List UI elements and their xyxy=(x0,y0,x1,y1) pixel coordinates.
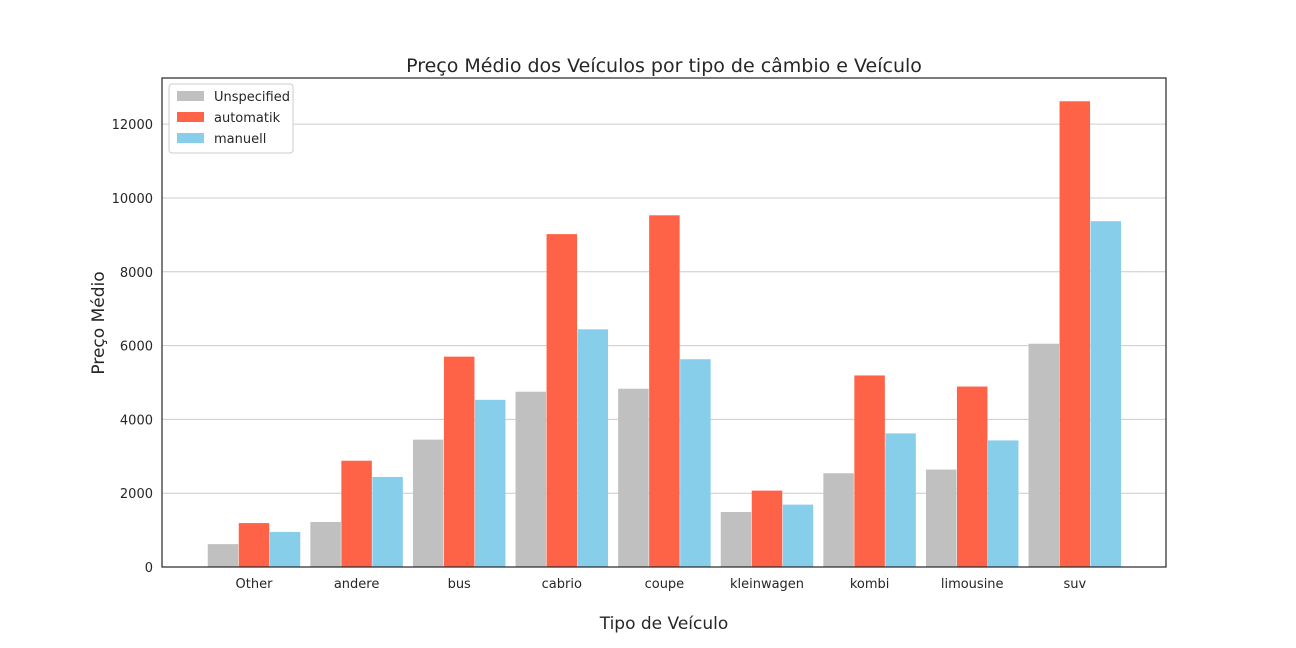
bar-manuell-limousine xyxy=(987,440,1019,567)
legend-swatch-automatik xyxy=(177,112,204,122)
y-tick-labels: 0 2000 4000 6000 8000 10000 12000 xyxy=(112,118,153,576)
bar-unspecified-cabrio xyxy=(515,391,547,567)
bar-automatik-kombi xyxy=(854,375,885,567)
legend-swatch-manuell xyxy=(177,133,204,143)
y-tick-label: 0 xyxy=(145,561,153,576)
bar-unspecified-kleinwagen xyxy=(720,512,752,567)
legend-label-manuell: manuell xyxy=(214,132,266,147)
legend-label-unspecified: Unspecified xyxy=(214,90,290,105)
x-tick-label: Other xyxy=(236,577,274,592)
bar-unspecified-bus xyxy=(412,439,444,567)
bar-automatik-suv xyxy=(1059,101,1091,568)
bar-automatik-cabrio xyxy=(546,234,578,567)
bar-manuell-kleinwagen xyxy=(782,504,814,567)
bar-unspecified-limousine xyxy=(925,469,957,567)
y-tick-label: 8000 xyxy=(120,266,153,281)
y-axis-title: Preço Médio xyxy=(89,271,109,374)
legend-swatch-unspecified xyxy=(177,91,204,101)
bar-unspecified-kombi xyxy=(823,473,854,567)
bars xyxy=(207,101,1122,568)
bar-automatik-andere xyxy=(341,460,372,567)
y-tick-label: 2000 xyxy=(120,487,153,502)
x-tick-label: cabrio xyxy=(542,577,582,592)
bar-unspecified-other xyxy=(207,544,239,567)
bar-automatik-bus xyxy=(443,356,475,567)
bar-automatik-limousine xyxy=(956,386,988,567)
bar-automatik-other xyxy=(238,523,270,567)
x-tick-labels: Other andere bus cabrio coupe kleinwagen kombi… xyxy=(236,577,1087,592)
x-tick-label: kleinwagen xyxy=(730,577,804,592)
bar-unspecified-suv xyxy=(1028,343,1060,567)
y-tick-label: 4000 xyxy=(120,413,153,428)
y-tick-label: 10000 xyxy=(112,192,153,207)
bar-manuell-bus xyxy=(474,399,506,567)
x-tick-label: coupe xyxy=(645,577,685,592)
bar-manuell-andere xyxy=(372,476,403,567)
x-tick-label: kombi xyxy=(850,577,890,592)
bar-manuell-coupe xyxy=(680,359,711,567)
bar-unspecified-andere xyxy=(310,521,341,567)
chart-title: Preço Médio dos Veículos por tipo de câm… xyxy=(406,55,922,77)
legend-label-automatik: automatik xyxy=(214,111,281,126)
bar-automatik-coupe xyxy=(649,215,680,567)
y-tick-label: 12000 xyxy=(112,118,153,133)
x-tick-label: bus xyxy=(448,577,471,592)
bar-manuell-kombi xyxy=(885,433,916,567)
x-axis-title: Tipo de Veículo xyxy=(599,614,729,634)
x-tick-label: suv xyxy=(1063,577,1086,592)
x-tick-label: limousine xyxy=(941,577,1004,592)
legend: Unspecified automatik manuell xyxy=(168,83,294,154)
y-tick-label: 6000 xyxy=(120,340,153,355)
x-tick-label: andere xyxy=(334,577,380,592)
bar-unspecified-coupe xyxy=(618,388,649,567)
bar-automatik-kleinwagen xyxy=(751,490,783,567)
bar-manuell-cabrio xyxy=(577,329,609,567)
plot-frame xyxy=(161,77,1167,568)
bar-manuell-suv xyxy=(1090,221,1122,567)
bar-manuell-other xyxy=(269,531,301,567)
